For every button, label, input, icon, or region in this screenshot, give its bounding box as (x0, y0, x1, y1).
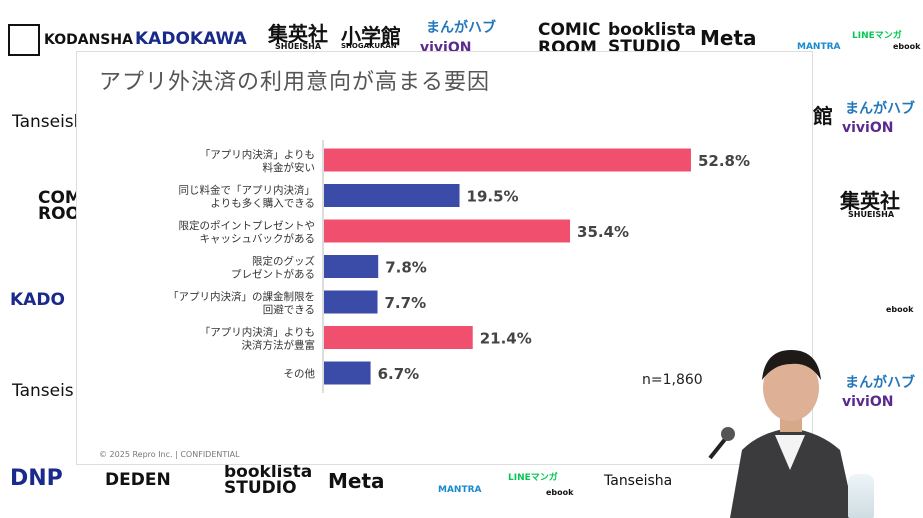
bar-6 (324, 361, 371, 385)
logo-kodansha: KODANSHA (44, 32, 133, 48)
category-label-3-0: 限定のグッズ (252, 255, 315, 268)
sample-size-label: n=1,860 (642, 372, 703, 388)
logo-meta: Meta (700, 26, 757, 50)
category-label-4-0: 「アプリ内決済」の課金制限を (168, 290, 315, 303)
logo-ebook-right: ebook (886, 305, 914, 314)
water-bottle-image (848, 474, 874, 518)
logo-studio-bottom: STUDIO (224, 478, 297, 498)
logo-meta-bottom: Meta (328, 469, 385, 493)
value-label-6: 6.7% (378, 365, 420, 383)
logo-shogakukan-en: SHOGAKUKAN (341, 42, 397, 50)
logo-kadokawa: KADOKAWA (135, 29, 247, 49)
logo-booklista: booklista (608, 20, 697, 40)
logo-square-icon (8, 24, 40, 56)
value-label-3: 7.8% (385, 259, 427, 277)
logo-shueisha-right: 集英社 (840, 189, 900, 213)
logo-kadokawa-left: KADO (10, 290, 65, 310)
logo-line-manga: LINEマンガ (852, 31, 902, 41)
slide-title: アプリ外決済の利用意向が高まる要因 (99, 70, 491, 95)
logo-ebook: ebook (893, 42, 921, 51)
logo-vivion-right-2: viviON (842, 394, 894, 410)
category-label-5-1: 決済方法が豊富 (242, 339, 316, 352)
logo-shueisha-right-en: SHUEISHA (848, 210, 895, 219)
logo-mangahub-right-2: まんがハブ (845, 375, 915, 391)
logo-tanseisha-bottom: Tanseisha (604, 473, 673, 489)
logo-right-partial: 館 (813, 104, 833, 128)
bar-1 (324, 184, 460, 207)
logo-tanseisha-left-2: Tanseis (12, 381, 74, 401)
category-label-1-0: 同じ料金で「アプリ内決済」 (179, 184, 316, 197)
bar-5 (324, 326, 473, 349)
category-label-3-1: プレゼントがある (231, 268, 315, 281)
logo-shueisha-en: SHUEISHA (275, 42, 322, 51)
value-label-1: 19.5% (467, 188, 519, 206)
value-label-2: 35.4% (577, 223, 629, 241)
category-label-4-1: 回避できる (263, 303, 315, 316)
value-label-4: 7.7% (385, 294, 427, 312)
logo-line-manga-bottom: LINEマンガ (508, 473, 558, 483)
bar-chart: 52.8%「アプリ内決済」よりも料金が安い19.5%同じ料金で「アプリ内決済」よ… (168, 140, 750, 393)
logo-deden: DEDEN (105, 470, 171, 490)
category-label-0-0: 「アプリ内決済」よりも (200, 148, 315, 161)
logo-booklista-bottom: booklista (224, 462, 313, 482)
category-label-0-1: 料金が安い (263, 161, 316, 174)
logo-vivion-right: viviON (842, 120, 894, 136)
presentation-slide: アプリ外決済の利用意向が高まる要因 52.8% 「アプリ内決済」よりも 料金が安い 1… (77, 52, 812, 464)
logo-mangahub-right: まんがハブ (845, 101, 915, 117)
slide-footer: © 2025 Repro Inc. | CONFIDENTIAL (99, 450, 240, 459)
bar-4 (324, 290, 378, 314)
category-label-6-0: その他 (284, 367, 316, 380)
category-label-2-0: 限定のポイントプレゼントや (179, 219, 316, 232)
logo-ebook-bottom: ebook (546, 488, 574, 497)
logo-mantra: MANTRA (797, 42, 841, 52)
category-label-1-1: よりも多く購入できる (210, 197, 315, 210)
logo-comic: COMIC (538, 20, 601, 40)
presenter-image (708, 350, 855, 518)
category-label-5-0: 「アプリ内決済」よりも (200, 326, 315, 339)
value-label-5: 21.4% (480, 330, 532, 348)
logo-dnp: DNP (10, 466, 63, 491)
bar-0 (324, 148, 691, 172)
logo-mangahub: まんがハブ (426, 20, 496, 36)
logo-mantra-bottom: MANTRA (438, 485, 482, 495)
bar-2 (324, 219, 571, 243)
logo-tanseisha-left: Tanseisha (12, 112, 95, 132)
logo-shueisha: 集英社 (268, 22, 328, 46)
category-label-2-1: キャッシュバックがある (200, 232, 316, 245)
logo-shogakukan: 小学館 (341, 24, 401, 48)
bar-3 (324, 255, 379, 278)
value-label-0: 52.8% (698, 152, 750, 170)
